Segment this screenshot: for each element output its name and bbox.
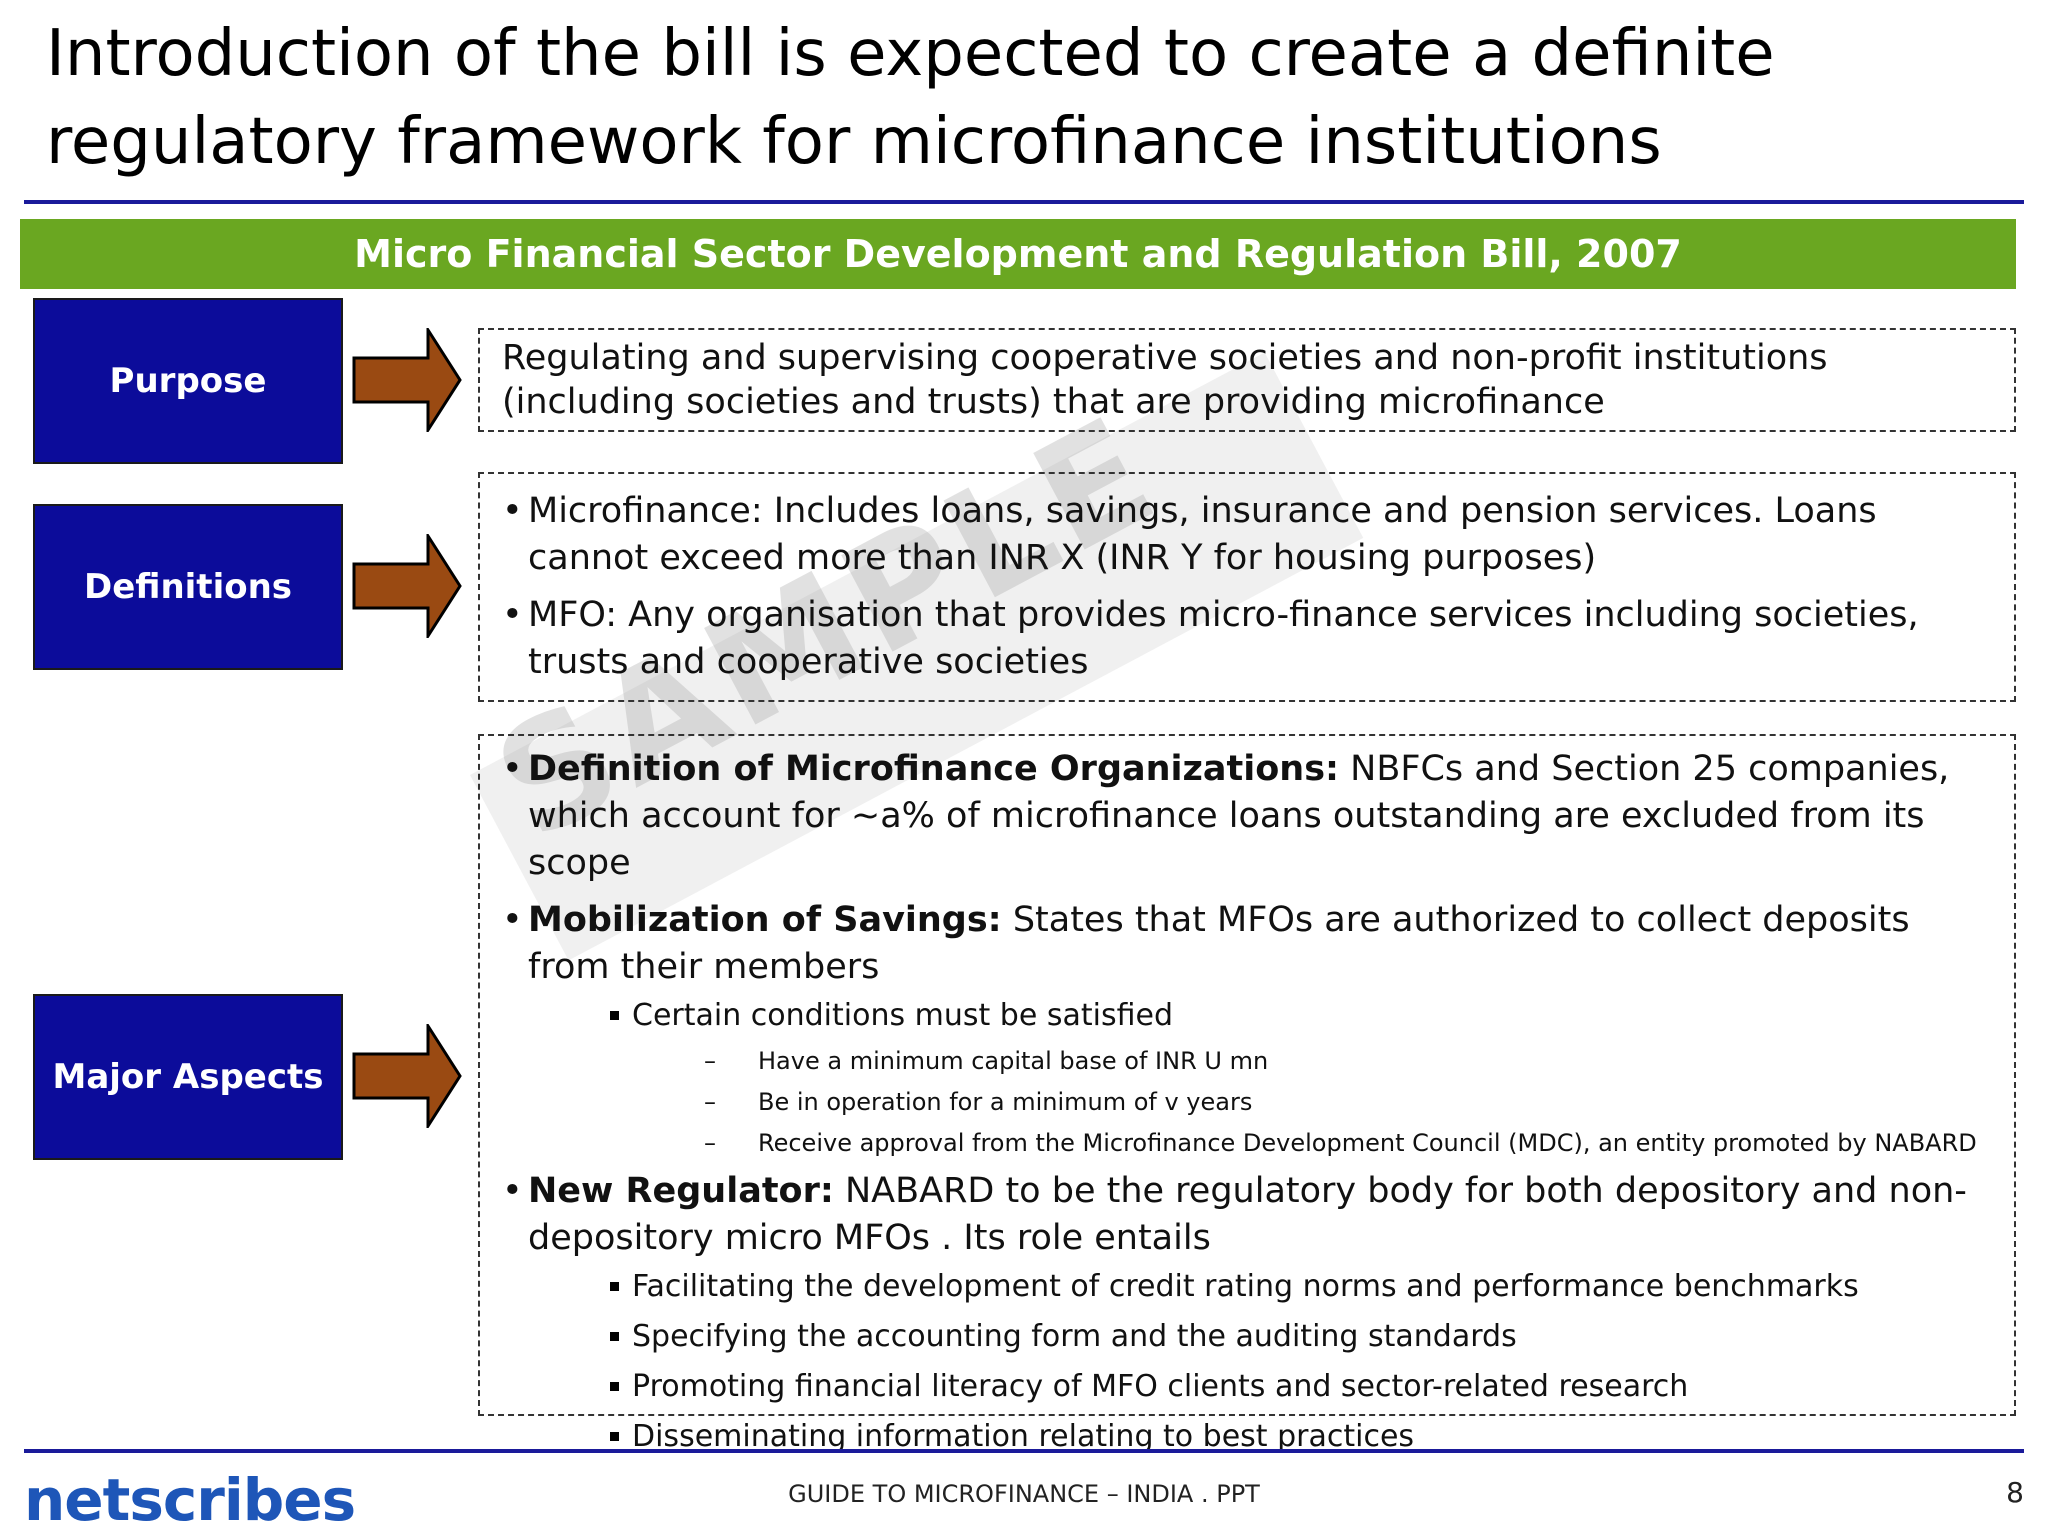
- aspect-definition-mfo-heading: Definition of Microfinance Organizations…: [528, 749, 1340, 789]
- purpose-text: Regulating and supervising cooperative s…: [502, 338, 1828, 422]
- purpose-label-box: Purpose: [33, 298, 343, 464]
- slide-title: Introduction of the bill is expected to …: [46, 17, 1775, 179]
- definitions-box: Microfinance: Includes loans, savings, i…: [478, 472, 2016, 702]
- condition-approval: Receive approval from the Microfinance D…: [480, 1123, 1994, 1164]
- condition-operation: Be in operation for a minimum of v years: [480, 1082, 1994, 1123]
- definitions-arrow-icon: [352, 534, 462, 638]
- aspect-new-regulator: New Regulator: NABARD to be the regulato…: [480, 1168, 1994, 1262]
- definition-mfo: MFO: Any organisation that provides micr…: [480, 592, 1994, 686]
- purpose-box: Regulating and supervising cooperative s…: [478, 328, 2016, 432]
- aspect-definition-mfo-text: NBFCs and Section 25 companies, which ac…: [528, 749, 1950, 883]
- major-aspects-label: Major Aspects: [52, 1057, 324, 1097]
- major-aspects-label-box: Major Aspects: [33, 994, 343, 1160]
- bottom-rule: [24, 1449, 2024, 1453]
- page-number: 8: [2006, 1476, 2024, 1509]
- bill-banner: Micro Financial Sector Development and R…: [20, 219, 2016, 289]
- regulator-role: Promoting financial literacy of MFO clie…: [480, 1362, 1994, 1412]
- aspect-definition-mfo: Definition of Microfinance Organizations…: [480, 746, 1994, 887]
- netscribes-logo: netscribes: [24, 1466, 356, 1534]
- aspect-mobilization-text: States that MFOs are authorized to colle…: [528, 900, 1910, 987]
- major-aspects-arrow-icon: [352, 1024, 462, 1128]
- footer-text: GUIDE TO MICROFINANCE – INDIA . PPT: [788, 1480, 1260, 1508]
- aspect-new-regulator-text: NABARD to be the regulatory body for bot…: [528, 1171, 1967, 1258]
- purpose-label: Purpose: [109, 361, 267, 401]
- aspect-mobilization-heading: Mobilization of Savings:: [528, 900, 1002, 940]
- definition-microfinance: Microfinance: Includes loans, savings, i…: [480, 488, 1994, 582]
- top-rule: [24, 200, 2024, 204]
- aspect-mobilization: Mobilization of Savings: States that MFO…: [480, 897, 1994, 991]
- condition-capital: Have a minimum capital base of INR U mn: [480, 1041, 1994, 1082]
- mobilization-conditions: Certain conditions must be satisfied: [480, 991, 1994, 1041]
- definitions-label-box: Definitions: [33, 504, 343, 670]
- regulator-role: Specifying the accounting form and the a…: [480, 1312, 1994, 1362]
- regulator-role: Disseminating information relating to be…: [480, 1412, 1994, 1462]
- aspect-new-regulator-heading: New Regulator:: [528, 1171, 834, 1211]
- definitions-label: Definitions: [83, 567, 293, 607]
- regulator-role: Facilitating the development of credit r…: [480, 1262, 1994, 1312]
- major-aspects-box: Definition of Microfinance Organizations…: [478, 734, 2016, 1454]
- purpose-arrow-icon: [352, 328, 462, 432]
